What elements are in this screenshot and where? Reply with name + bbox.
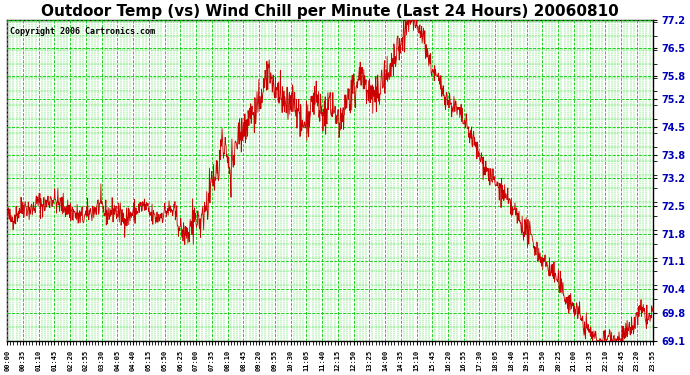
Text: Copyright 2006 Cartronics.com: Copyright 2006 Cartronics.com xyxy=(10,27,155,36)
Title: Outdoor Temp (vs) Wind Chill per Minute (Last 24 Hours) 20060810: Outdoor Temp (vs) Wind Chill per Minute … xyxy=(41,4,619,19)
